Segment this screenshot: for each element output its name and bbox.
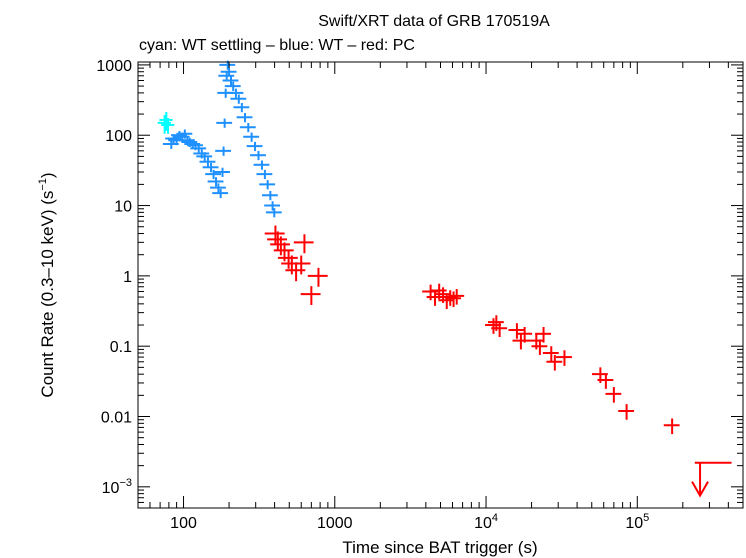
data-point-pc-28 [542,346,559,362]
x-tick-label: 105 [625,512,649,532]
axis-ticks [137,62,744,509]
data-point-pc-35 [663,418,680,435]
data-point-wt-settling-2 [161,118,175,134]
data-point-wt-33 [243,132,260,142]
y-tick-label: 1 [123,269,132,286]
data-point-pc-22 [508,323,525,339]
data-point-pc-4 [277,249,298,269]
data-point-wt-26 [222,76,239,86]
data-point-pc-30 [556,350,572,366]
data-point-pc-29 [546,354,563,371]
x-axis-label: Time since BAT trigger (s) [342,538,537,557]
data-point-pc-10 [307,267,328,287]
data-point-pc-32 [597,373,614,389]
data-point-wt-29 [230,94,247,104]
data-point-wt-settling-1 [159,111,173,131]
y-tick-label: 100 [105,128,132,145]
x-tick-label: 100 [170,515,197,532]
upper-limit-arrow-head [691,481,709,498]
chart-subtitle: cyan: WT settling – blue: WT – red: PC [139,37,415,54]
data-point-pc-8 [293,234,314,254]
data-point-wt-30 [233,102,250,113]
series-pc [264,225,680,435]
data-point-wt-28 [227,88,244,98]
data-point-wt-35 [250,150,266,161]
data-point-pc-7 [290,255,311,275]
data-point-pc-21 [491,321,508,338]
data-point-wt-37 [256,169,273,180]
data-point-wt-31 [236,113,253,123]
data-point-wt-39 [261,191,278,201]
chart-title: Swift/XRT data of GRB 170519A [318,13,550,30]
data-point-wt-14 [202,163,219,173]
data-point-pc-19 [485,318,501,334]
y-tick-label: 1000 [96,58,132,75]
y-axis-label: Count Rate (0.3–10 keV) (s−1) [37,172,57,397]
y-tick-label: 10 [114,199,132,216]
data-point-pc-26 [531,339,548,355]
data-point-wt-34 [246,141,263,152]
data-point-wt-10 [190,144,207,154]
y-tick-label: 10−3 [102,477,132,497]
data-point-wt-15 [205,169,222,180]
data-point-pc-24 [516,326,533,343]
x-tick-label: 104 [474,512,498,532]
data-point-wt-18 [212,188,229,199]
data-point-pc-9 [300,286,321,306]
data-point-wt-38 [259,180,276,190]
data-point-wt-25 [220,67,237,77]
data-point-wt-36 [253,160,270,170]
data-point-wt-13 [199,157,216,167]
y-tick-label: 0.1 [110,339,132,356]
series-wt-settling [157,111,175,134]
data-point-wt-21 [216,118,233,128]
tick-labels: 100 1000 104 105 1000 100 10 1 0.1 0.01 10−3 [96,58,649,532]
series-wt [162,60,282,218]
data-point-pc-18 [448,289,465,305]
data-point-pc-17 [445,291,462,308]
plot-frame [137,61,744,509]
data-point-wt-27 [224,81,241,92]
data-point-pc-33 [605,387,622,403]
data-point-wt-19 [214,167,230,177]
data-point-pc-2 [270,236,291,256]
data-point-wt-32 [239,122,256,133]
data-point-pc-23 [512,333,529,350]
data-point-wt-12 [196,152,213,162]
data-point-pc-0 [264,225,285,245]
data-point-pc-27 [535,326,551,343]
data-point-wt-16 [207,177,224,187]
data-layer [157,60,732,498]
data-point-wt-5 [176,129,193,139]
y-axis-label-end: ) [38,172,57,178]
data-point-wt-23 [218,71,235,81]
data-point-wt-40 [264,201,281,211]
data-point-wt-20 [215,146,232,156]
data-point-pc-34 [618,404,635,420]
x-tick-label: 1000 [317,515,353,532]
data-point-wt-17 [209,183,226,193]
upper-limit-marker [691,461,732,498]
data-point-pc-1 [267,231,287,251]
data-point-wt-41 [265,208,282,218]
y-axis-label-sup: −1 [37,178,49,191]
y-tick-label: 0.01 [101,410,132,427]
y-axis-label-main: Count Rate (0.3–10 keV) (s [38,191,57,398]
